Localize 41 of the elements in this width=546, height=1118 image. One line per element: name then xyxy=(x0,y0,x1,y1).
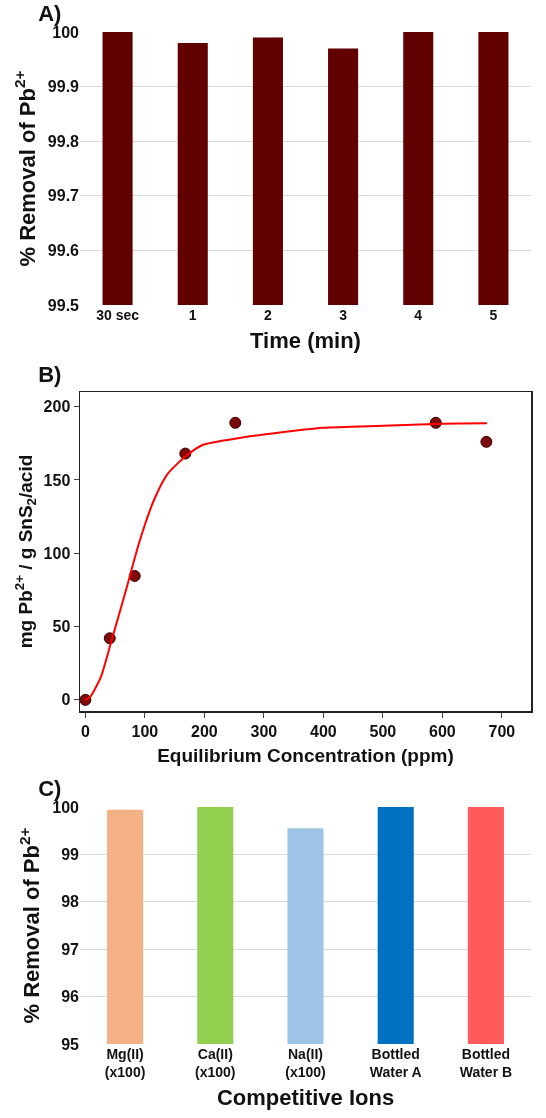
x-tick-label: Mg(II) (x100) xyxy=(104,1046,146,1081)
x-tick-label: Ca(II) (x100) xyxy=(195,1046,236,1081)
y-tick-label: 0 xyxy=(61,691,71,709)
x-axis-title: Equilibrium Concentration (ppm) xyxy=(157,745,454,767)
chart-title: B) xyxy=(38,361,62,387)
x-tick-label: 100 xyxy=(131,722,159,740)
chart-title: A) xyxy=(38,0,62,26)
x-axis-title: Competitive Ions xyxy=(216,1085,395,1111)
chart-title: C) xyxy=(38,775,62,801)
x-tick-label: Bottled Water B xyxy=(459,1046,513,1081)
x-tick-label: 5 xyxy=(489,307,498,323)
x-tick-label: Na(II) (x100) xyxy=(285,1046,326,1081)
y-tick-label: 200 xyxy=(43,398,71,416)
y-tick-label: 99.7 xyxy=(47,187,80,205)
x-tick-label: 500 xyxy=(369,722,397,740)
y-tick-label: 95 xyxy=(61,1035,80,1053)
y-tick-label: 99.9 xyxy=(47,78,80,96)
y-tick-label: 99.6 xyxy=(47,242,80,259)
x-tick-label: 4 xyxy=(414,307,423,323)
x-tick-label: 300 xyxy=(250,722,278,740)
y-tick-label: 50 xyxy=(52,618,71,636)
x-tick-label: 1 xyxy=(188,307,197,323)
x-tick-label: 200 xyxy=(191,722,218,740)
x-tick-label: 30 sec xyxy=(96,307,140,323)
y-tick-label: 100 xyxy=(43,544,71,562)
point xyxy=(229,416,242,429)
y-tick-label: 150 xyxy=(43,471,71,489)
x-tick-label: 3 xyxy=(339,307,348,323)
y-tick-label: 99 xyxy=(61,846,80,863)
x-tick-label: 700 xyxy=(488,722,516,740)
x-tick-label: 400 xyxy=(310,722,337,740)
y-tick-label: 99.5 xyxy=(47,296,80,314)
y-tick-label: 96 xyxy=(61,988,80,1006)
point xyxy=(480,435,493,448)
x-tick-label: 600 xyxy=(429,722,456,740)
x-tick-label: 2 xyxy=(264,307,273,323)
x-tick-label: Bottled Water A xyxy=(369,1046,422,1081)
y-tick-label: 97 xyxy=(61,940,80,958)
y-tick-label: 99.8 xyxy=(47,132,80,150)
y-tick-label: 98 xyxy=(61,893,80,911)
x-axis-title: Time (min) xyxy=(250,327,361,353)
